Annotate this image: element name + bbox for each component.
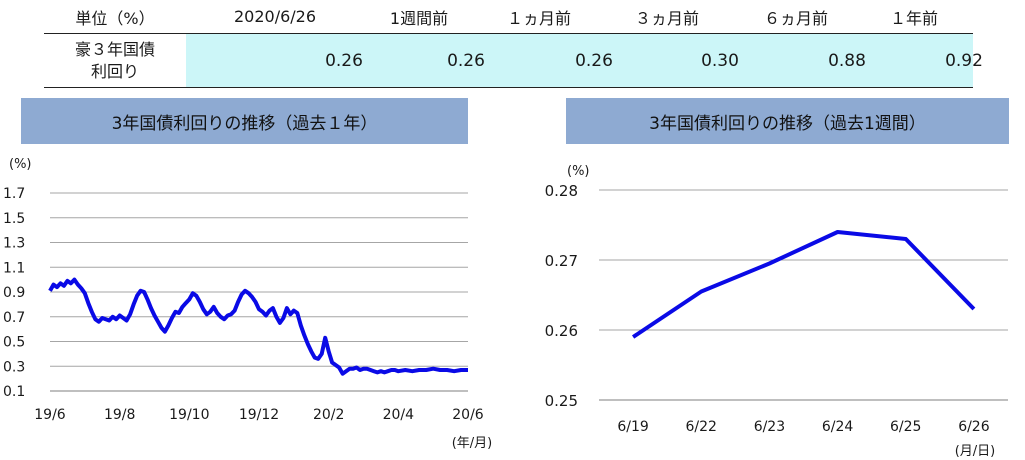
left-x-tick-label: 19/6 — [34, 407, 66, 423]
right-y-tick-label: 0.26 — [545, 322, 578, 340]
table-value-1month: 0.26 — [575, 50, 613, 71]
left-chart-title: 3年国債利回りの推移（過去１年） — [21, 98, 468, 144]
right-x-tick-label: 6/26 — [958, 419, 990, 435]
yield-summary-table: 単位（%） 2020/6/26 1週間前 １ヵ月前 ３ヵ月前 ６ヵ月前 １年前 … — [44, 0, 983, 88]
left-y-tick-label: 0.7 — [3, 310, 25, 326]
right-x-tick-label: 6/24 — [822, 419, 854, 435]
right-y-tick-label: 0.27 — [545, 252, 578, 270]
left-y-tick-label: 1.5 — [3, 211, 25, 227]
table-header-6month: ６ヵ月前 — [763, 8, 828, 28]
left-y-tick-label: 0.9 — [3, 285, 25, 301]
table-row-yield: 豪３年国債 利回り 0.26 0.26 0.26 0.30 0.88 0.92 — [44, 34, 983, 88]
table-row-shading — [186, 34, 973, 87]
right-y-tick-label: 0.25 — [545, 392, 578, 410]
table-header-row: 単位（%） 2020/6/26 1週間前 １ヵ月前 ３ヵ月前 ６ヵ月前 １年前 — [44, 0, 973, 34]
table-header-unit: 単位（%） — [75, 8, 155, 28]
table-header-3month: ３ヵ月前 — [634, 8, 699, 28]
left-y-tick-label: 1.1 — [3, 260, 25, 276]
table-value-3month: 0.30 — [701, 50, 739, 71]
right-x-tick-label: 6/19 — [617, 419, 648, 435]
row-label-line2: 利回り — [90, 61, 139, 81]
left-y-tick-label: 0.1 — [3, 384, 25, 400]
right-x-tick-label: 6/22 — [686, 419, 717, 435]
right-unit-label: (%) — [567, 164, 590, 179]
right-x-unit-label: (月/日) — [955, 444, 996, 459]
left-y-tick-label: 0.5 — [3, 335, 25, 351]
table-value-1year: 0.92 — [945, 50, 983, 71]
left-y-tick-label: 1.3 — [3, 236, 25, 252]
table-value-6month: 0.88 — [828, 50, 866, 71]
row-label-line1: 豪３年国債 — [74, 39, 155, 59]
table-value-1week: 0.26 — [447, 50, 485, 71]
left-x-unit-label: (年/月) — [452, 436, 493, 451]
left-y-tick-label: 1.7 — [3, 186, 25, 202]
left-x-tick-label: 20/4 — [383, 407, 415, 423]
left-unit-label: (%) — [9, 157, 32, 172]
left-x-tick-label: 19/10 — [169, 407, 209, 423]
left-x-tick-label: 19/12 — [239, 407, 279, 423]
left-x-tick-label: 19/8 — [104, 407, 135, 423]
table-header-date: 2020/6/26 — [233, 7, 317, 26]
right-series-line — [631, 230, 976, 339]
yield-1year-chart: 1.7 1.5 1.3 1.1 0.9 0.7 0.5 0.3 0.1 (%) 19/6 19/8 19… — [3, 157, 493, 451]
left-x-tick-label: 20/6 — [452, 407, 484, 423]
left-x-tick-label: 20/2 — [313, 407, 344, 423]
right-y-tick-label: 0.28 — [545, 182, 578, 200]
right-x-tick-label: 6/23 — [754, 419, 785, 435]
table-row-label: 豪３年国債 利回り — [44, 34, 186, 87]
left-y-tick-label: 0.3 — [3, 359, 25, 375]
table-header-1week: 1週間前 — [389, 8, 449, 28]
right-x-tick-label: 6/25 — [890, 419, 921, 435]
table-header-1year: １年前 — [889, 8, 938, 28]
table-header-1month: １ヵ月前 — [506, 8, 571, 28]
right-chart-title: 3年国債利回りの推移（過去1週間） — [566, 98, 1009, 144]
left-series-line — [48, 277, 468, 376]
table-value-current: 0.26 — [325, 50, 363, 71]
